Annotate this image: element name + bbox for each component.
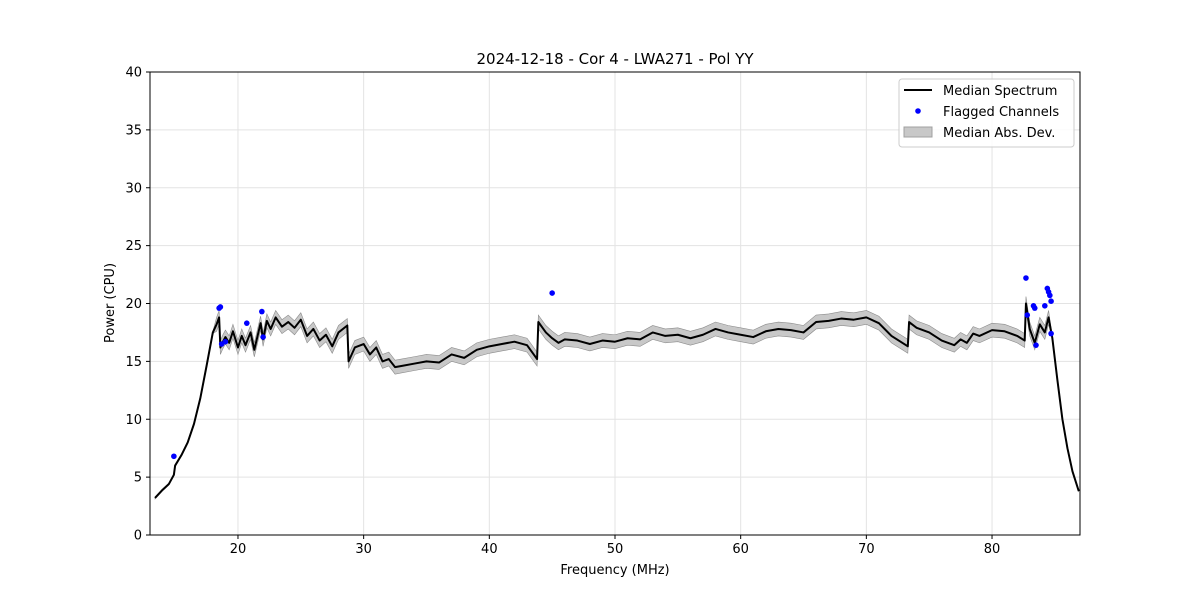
y-tick-label: 10 bbox=[125, 413, 142, 428]
flagged-channel-point bbox=[222, 338, 229, 345]
x-tick-label: 50 bbox=[607, 542, 624, 557]
y-tick-label: 15 bbox=[125, 355, 142, 370]
flagged-channel-point bbox=[1048, 298, 1054, 304]
flagged-channel-point bbox=[259, 308, 265, 315]
y-tick-label: 20 bbox=[125, 297, 142, 312]
flagged-points bbox=[171, 275, 1054, 460]
flagged-channel-point bbox=[1042, 303, 1048, 309]
legend-label-flagged: Flagged Channels bbox=[943, 105, 1059, 120]
legend: Median Spectrum Flagged Channels Median … bbox=[898, 78, 1075, 148]
y-axis-ticks: 0 5 10 15 20 25 30 35 40 bbox=[125, 66, 150, 544]
legend-label-median: Median Spectrum bbox=[943, 84, 1057, 99]
flagged-channel-point bbox=[1048, 330, 1054, 337]
x-tick-label: 80 bbox=[984, 542, 1001, 557]
x-axis-label: Frequency (MHz) bbox=[560, 563, 669, 578]
flagged-channel-point bbox=[1033, 342, 1039, 348]
flagged-channel-point bbox=[1031, 305, 1038, 311]
legend-box bbox=[898, 78, 1075, 148]
flagged-channel-point bbox=[171, 453, 177, 460]
median-spectrum bbox=[154, 302, 1080, 499]
x-tick-label: 30 bbox=[355, 542, 372, 557]
y-tick-label: 0 bbox=[134, 529, 142, 544]
flagged-channel-point bbox=[217, 304, 224, 310]
legend-dot-swatch bbox=[915, 108, 921, 114]
chart-title: 2024-12-18 - Cor 4 - LWA271 - Pol YY bbox=[477, 50, 755, 68]
y-tick-label: 40 bbox=[125, 66, 142, 81]
y-tick-label: 30 bbox=[125, 181, 142, 196]
flagged-channel-point bbox=[243, 320, 250, 326]
legend-label-mad: Median Abs. Dev. bbox=[943, 126, 1055, 141]
x-tick-label: 40 bbox=[481, 542, 498, 557]
flagged-channel-point bbox=[1023, 275, 1029, 281]
flagged-channel-point bbox=[549, 290, 555, 296]
y-tick-label: 35 bbox=[125, 123, 142, 138]
flagged-channel-point bbox=[260, 334, 266, 340]
x-tick-label: 60 bbox=[732, 542, 749, 557]
y-tick-label: 25 bbox=[125, 239, 142, 254]
x-tick-label: 70 bbox=[858, 542, 875, 557]
y-tick-label: 5 bbox=[134, 471, 142, 486]
x-axis-ticks: 20 30 40 50 60 70 80 bbox=[230, 535, 1001, 557]
x-tick-label: 20 bbox=[230, 542, 247, 557]
legend-patch-swatch bbox=[903, 126, 933, 138]
flagged-channel-point bbox=[1047, 292, 1053, 299]
y-axis-label: Power (CPU) bbox=[103, 263, 118, 343]
median-spectrum-line bbox=[154, 302, 1080, 499]
flagged-channel-point bbox=[1024, 312, 1031, 318]
